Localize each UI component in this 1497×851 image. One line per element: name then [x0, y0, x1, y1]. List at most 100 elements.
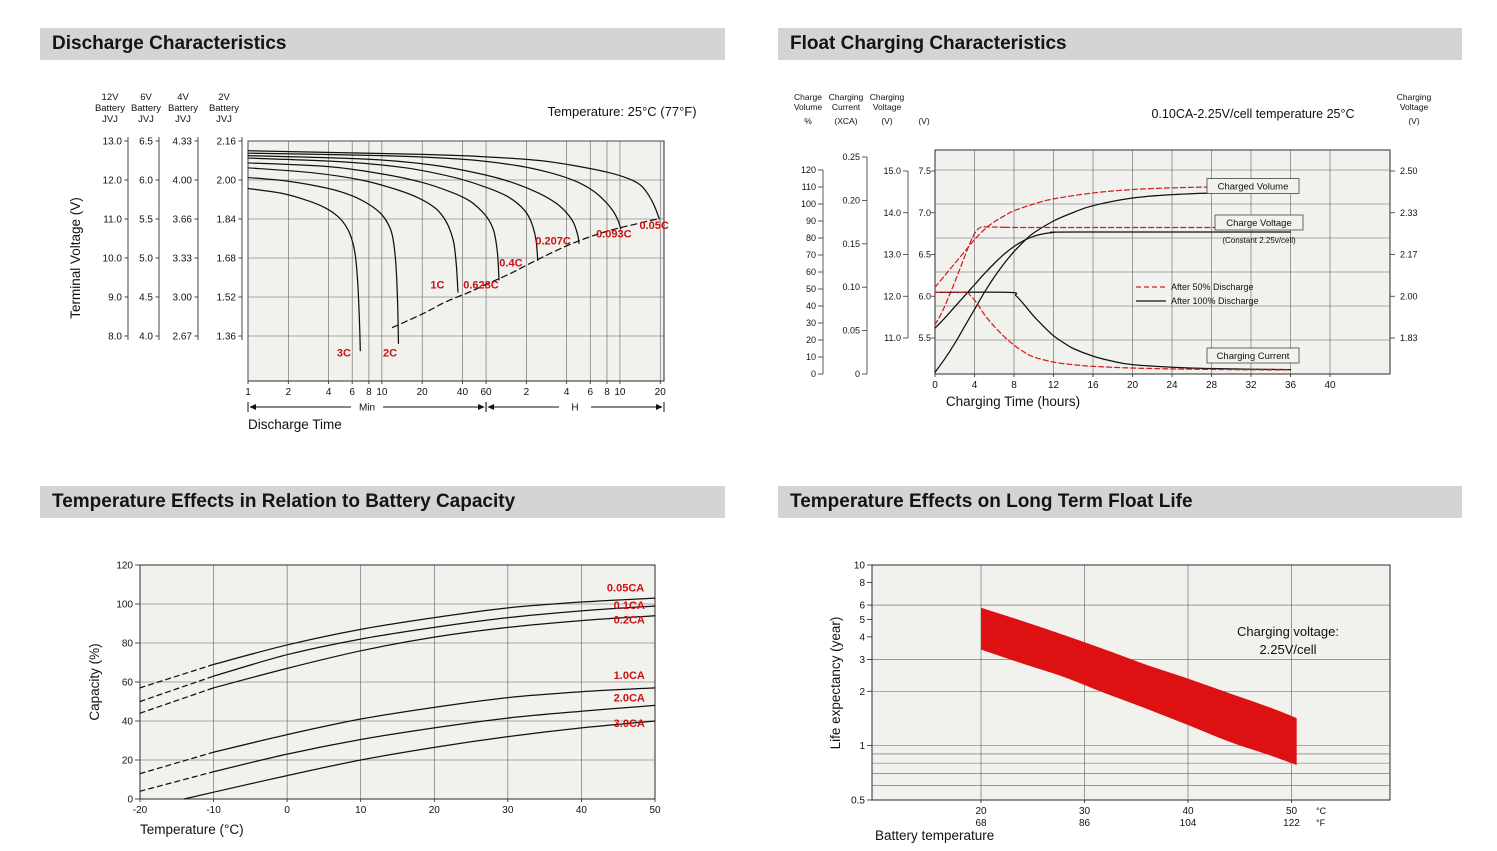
- legend-label: After 50% Discharge: [1171, 282, 1254, 292]
- curve-label: 0.4C: [499, 258, 522, 270]
- right-axis-tick: 2.33: [1400, 208, 1418, 218]
- series-0.1CA-dashed-tail: [139, 675, 215, 703]
- scale-value: 4.0: [139, 332, 153, 343]
- series-0.1CA: [212, 605, 656, 677]
- x-axis-label: Temperature (°C): [140, 822, 244, 837]
- y-axis-label: Life expectancy (year): [828, 617, 843, 750]
- axis-tick: 50: [806, 284, 816, 294]
- axis-tick: 0.25: [842, 152, 860, 162]
- x-tick-label: 28: [1206, 380, 1218, 391]
- curve-label: 0.2CA: [614, 615, 645, 627]
- y-tick-label: 3: [859, 655, 865, 666]
- x-tick-label-f: 104: [1180, 818, 1197, 829]
- x-unit-label: H: [571, 403, 578, 414]
- y-tick-label: 5: [859, 615, 865, 626]
- series-charge-voltage-100: [934, 231, 1292, 329]
- x-tick-label-c: 40: [1182, 806, 1194, 817]
- section-title-float-charging: Float Charging Characteristics: [778, 28, 1462, 60]
- scale-value: 11.0: [103, 215, 122, 226]
- x-tick-label: 20: [655, 387, 667, 398]
- axis-tick: 11.0: [884, 333, 901, 343]
- x-tick-label: 24: [1166, 380, 1178, 391]
- x-tick-label: 10: [614, 387, 626, 398]
- axis-header: Voltage: [873, 102, 902, 112]
- axis-header: Current: [832, 102, 861, 112]
- x-tick-label: 16: [1087, 380, 1099, 391]
- y-axis-label: Terminal Voltage (V): [68, 197, 83, 319]
- scale-header: JVJ: [216, 114, 232, 125]
- y-tick-label: 6: [859, 601, 865, 612]
- float-charging-chart: 0 4 8 12 16 20 24 28 32 36 40 Charging Time (hours)…: [794, 92, 1432, 409]
- y-tick-label: 0.5: [851, 796, 865, 807]
- y-tick-label: 80: [122, 639, 134, 650]
- right-axis-tick: 2.50: [1400, 166, 1418, 176]
- scale-value: 2.67: [173, 332, 193, 343]
- scale-value: 12.0: [103, 176, 123, 187]
- scale-value: 13.0: [103, 137, 123, 148]
- x-tick-label-c: 50: [1286, 806, 1298, 817]
- axis-tick: 0.15: [842, 239, 860, 249]
- x-tick-label: 20: [429, 805, 441, 816]
- x-tick-label-f: 86: [1079, 818, 1091, 829]
- x-tick-label: 4: [326, 387, 332, 398]
- x-axis-label: Charging Time (hours): [946, 394, 1080, 409]
- axis-tick: 100: [801, 199, 816, 209]
- x-unit-fahrenheit: °F: [1316, 818, 1326, 828]
- x-tick-label: 12: [1048, 380, 1060, 391]
- series-0.05CA: [212, 597, 656, 666]
- axis-tick: 13.0: [883, 250, 901, 260]
- series-charge-voltage-50: [934, 226, 1292, 326]
- series-charging-current-100: [934, 291, 1292, 371]
- y-tick-label: 60: [122, 678, 134, 689]
- x-tick-label: 40: [457, 387, 469, 398]
- curve-label: 3.0CA: [614, 718, 645, 730]
- scale-header: JVJ: [102, 114, 118, 125]
- scale-value: 6.0: [139, 176, 153, 187]
- scale-value: 1.84: [217, 215, 237, 226]
- series-2C: [247, 176, 400, 344]
- scale-value: 1.68: [217, 254, 237, 265]
- axis-unit: (V): [881, 116, 893, 126]
- x-tick-label: 50: [649, 805, 661, 816]
- curve-label: 0.628C: [463, 279, 499, 291]
- axis-tick: 90: [806, 216, 816, 226]
- axis-tick: 6.0: [918, 291, 931, 301]
- x-tick-label: 60: [481, 387, 493, 398]
- series-0.628C: [247, 162, 500, 281]
- x-tick-label: 40: [576, 805, 588, 816]
- curve-label: 1C: [430, 279, 444, 291]
- scale-value: 8.0: [108, 332, 122, 343]
- x-tick-label-c: 20: [975, 806, 987, 817]
- scale-value: 4.00: [173, 176, 193, 187]
- annotation-line: Charging voltage:: [1237, 624, 1339, 639]
- scale-value: 1.52: [217, 293, 237, 304]
- series-0.093C: [247, 152, 622, 230]
- series-1.0CA: [212, 687, 656, 753]
- float-plot-area: [934, 149, 1391, 375]
- x-tick-label: 10: [355, 805, 367, 816]
- x-tick-label: 32: [1245, 380, 1257, 391]
- curve-label: 0.207C: [535, 236, 571, 248]
- x-tick-label: 36: [1285, 380, 1297, 391]
- scale-value: 2.16: [217, 137, 237, 148]
- axis-tick: 12.0: [883, 291, 901, 301]
- scale-value: 4.5: [139, 293, 153, 304]
- legend-label: After 100% Discharge: [1171, 296, 1259, 306]
- axis-tick: 40: [806, 301, 816, 311]
- x-unit-label: Min: [359, 403, 375, 414]
- x-tick-label: 0: [284, 805, 290, 816]
- annotation-label: Charge Voltage: [1226, 218, 1292, 229]
- scale-value: 5.0: [139, 254, 153, 265]
- x-tick-label: 2: [286, 387, 292, 398]
- axis-tick: 60: [806, 267, 816, 277]
- scale-header: Battery: [209, 103, 239, 114]
- axis-unit: %: [804, 116, 812, 126]
- axis-unit: (V): [1408, 116, 1420, 126]
- scale-header: JVJ: [138, 114, 154, 125]
- scale-value: 3.00: [173, 293, 193, 304]
- annotation-label: (Constant 2.25v/cell): [1222, 236, 1296, 245]
- series-0.4C: [247, 157, 539, 262]
- series-knee-locus: [391, 217, 661, 329]
